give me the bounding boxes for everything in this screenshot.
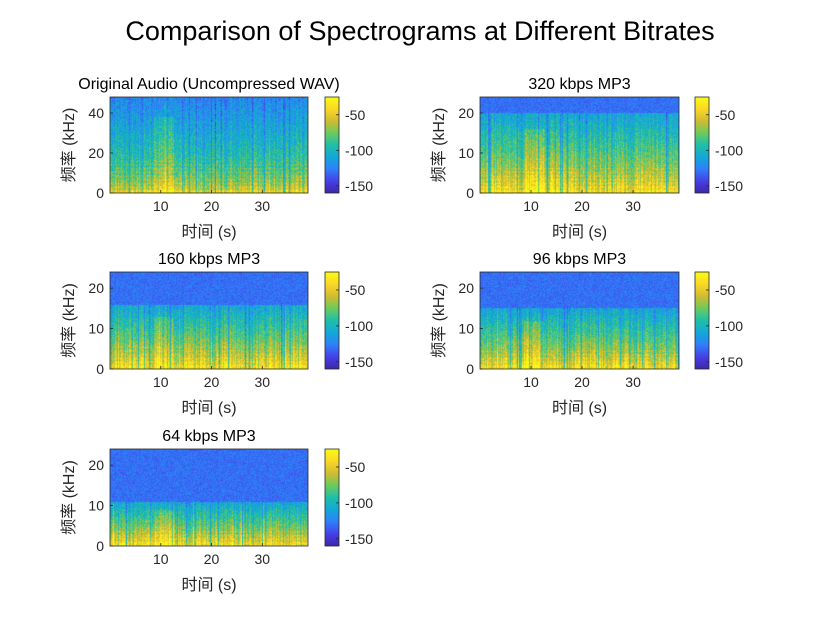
- y-tick-label: 20: [88, 145, 104, 161]
- colorbar: [694, 96, 710, 194]
- subplot-title: 160 kbps MP3: [158, 251, 260, 268]
- y-axis-label: 频率 (kHz): [430, 108, 448, 183]
- x-tick-label: 10: [523, 198, 539, 214]
- y-tick-label: 10: [88, 321, 104, 337]
- colorbar-tick-label: -100: [345, 318, 373, 334]
- spectrogram-panel-5: 64 kbps MP3 10 20 30 0 10 20 时间 (s) 频率 (kHz) -50 -…: [60, 428, 373, 594]
- axes-frame: [109, 96, 309, 194]
- axes-frame: [479, 271, 680, 370]
- spectrogram-image: [480, 272, 679, 369]
- subplot-title: 96 kbps MP3: [533, 251, 626, 268]
- x-tick-label: 30: [255, 551, 271, 567]
- x-tick-label: 10: [153, 198, 169, 214]
- colorbar-tick-label: -50: [345, 107, 365, 123]
- x-tick-label: 30: [255, 198, 271, 214]
- colorbar-tick-label: -150: [715, 178, 743, 194]
- x-tick-label: 20: [204, 374, 220, 390]
- y-tick-label: 10: [458, 145, 474, 161]
- colorbar: [324, 448, 340, 547]
- subplot-grid: Original Audio (Uncompressed WAV) 10 20 30 0…: [60, 76, 743, 594]
- y-tick-label: 40: [88, 105, 104, 121]
- subplot-title: 320 kbps MP3: [528, 76, 630, 93]
- colorbar: [324, 271, 340, 370]
- y-tick-label: 10: [458, 321, 474, 337]
- y-tick-label: 20: [88, 457, 104, 473]
- spectrogram-image: [110, 272, 308, 369]
- subplot-title: Original Audio (Uncompressed WAV): [78, 76, 339, 93]
- y-tick-label: 20: [458, 280, 474, 296]
- colorbar-tick-label: -150: [345, 178, 373, 194]
- x-tick-label: 10: [523, 374, 539, 390]
- spectrogram-panel-2: 320 kbps MP3 10 20 30 0 10 20 时间 (s) 频率 (kHz) -50…: [430, 76, 743, 241]
- colorbar-tick-label: -100: [345, 142, 373, 158]
- axes-frame: [479, 96, 680, 194]
- x-tick-label: 20: [574, 198, 590, 214]
- figure-title: Comparison of Spectrograms at Different …: [125, 16, 714, 46]
- colorbar-tick-label: -100: [715, 318, 743, 334]
- spectrogram-image: [110, 449, 308, 546]
- colorbar-tick-label: -50: [715, 107, 735, 123]
- x-axis-label: 时间 (s): [552, 223, 607, 241]
- y-tick-label: 20: [458, 105, 474, 121]
- colorbar-tick-label: -100: [345, 495, 373, 511]
- x-tick-label: 10: [153, 551, 169, 567]
- y-tick-label: 10: [88, 498, 104, 514]
- y-axis-label: 频率 (kHz): [60, 108, 78, 183]
- colorbar-tick-label: -150: [715, 354, 743, 370]
- y-tick-label: 0: [96, 185, 104, 201]
- spectrogram-image: [110, 97, 308, 193]
- y-tick-label: 20: [88, 280, 104, 296]
- y-axis-label: 频率 (kHz): [60, 460, 78, 535]
- x-axis-label: 时间 (s): [181, 576, 236, 594]
- y-tick-label: 0: [96, 538, 104, 554]
- y-axis-label: 频率 (kHz): [430, 283, 448, 358]
- x-tick-label: 30: [625, 198, 641, 214]
- x-axis-label: 时间 (s): [552, 399, 607, 417]
- colorbar: [324, 96, 340, 194]
- spectrogram-panel-1: Original Audio (Uncompressed WAV) 10 20 30 0…: [60, 76, 373, 241]
- x-tick-label: 30: [255, 374, 271, 390]
- y-tick-label: 0: [96, 361, 104, 377]
- x-tick-label: 10: [153, 374, 169, 390]
- colorbar-tick-label: -150: [345, 354, 373, 370]
- colorbar-tick-label: -50: [345, 282, 365, 298]
- subplot-title: 64 kbps MP3: [162, 428, 255, 445]
- spectrogram-panel-4: 96 kbps MP3 10 20 30 0 10 20 时间 (s) 频率 (kHz) -50 -…: [430, 251, 743, 417]
- x-axis-label: 时间 (s): [181, 223, 236, 241]
- spectrogram-image: [480, 97, 679, 193]
- x-tick-label: 20: [204, 198, 220, 214]
- y-tick-label: 0: [466, 361, 474, 377]
- y-axis-label: 频率 (kHz): [60, 283, 78, 358]
- colorbar-tick-label: -150: [345, 531, 373, 547]
- spectrogram-panel-3: 160 kbps MP3 10 20 30 0 10 20 时间 (s) 频率 (kHz) -50…: [60, 251, 373, 417]
- x-tick-label: 30: [625, 374, 641, 390]
- colorbar-tick-label: -50: [345, 459, 365, 475]
- x-tick-label: 20: [204, 551, 220, 567]
- axes-frame: [109, 448, 309, 547]
- colorbar: [694, 271, 710, 370]
- colorbar-tick-label: -50: [715, 282, 735, 298]
- axes-frame: [109, 271, 309, 370]
- x-tick-label: 20: [574, 374, 590, 390]
- y-tick-label: 0: [466, 185, 474, 201]
- colorbar-tick-label: -100: [715, 142, 743, 158]
- x-axis-label: 时间 (s): [181, 399, 236, 417]
